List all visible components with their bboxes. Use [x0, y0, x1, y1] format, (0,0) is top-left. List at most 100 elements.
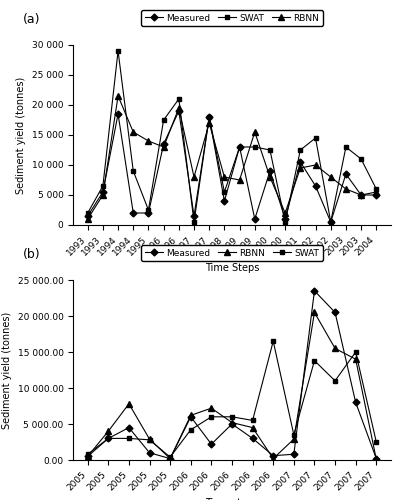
RBNN	[85, 454, 90, 460]
SWAT	[312, 358, 317, 364]
RBNN	[147, 436, 152, 442]
Measured	[222, 198, 227, 204]
SWAT	[298, 147, 303, 153]
Measured	[131, 210, 136, 216]
Measured	[267, 168, 272, 174]
RBNN	[207, 120, 212, 126]
SWAT	[176, 96, 181, 102]
SWAT	[161, 117, 166, 123]
RBNN	[298, 165, 303, 171]
Legend: Measured, RBNN, SWAT: Measured, RBNN, SWAT	[141, 245, 323, 261]
X-axis label: Time steps: Time steps	[205, 498, 259, 500]
SWAT	[192, 219, 197, 225]
RBNN	[230, 420, 234, 426]
RBNN	[209, 405, 214, 411]
SWAT	[106, 436, 111, 442]
Measured	[101, 189, 105, 195]
Text: (a): (a)	[22, 12, 40, 26]
RBNN	[250, 424, 255, 430]
SWAT	[313, 135, 318, 141]
SWAT	[374, 439, 379, 445]
RBNN	[283, 210, 288, 216]
Measured	[168, 456, 173, 462]
SWAT	[353, 349, 358, 355]
Measured	[333, 310, 337, 316]
RBNN	[85, 216, 90, 222]
Legend: Measured, SWAT, RBNN: Measured, SWAT, RBNN	[141, 10, 323, 26]
Measured	[127, 424, 131, 430]
Measured	[291, 451, 296, 457]
Measured	[207, 114, 212, 120]
Measured	[116, 111, 120, 117]
SWAT	[328, 219, 333, 225]
SWAT	[250, 418, 255, 424]
RBNN	[313, 162, 318, 168]
RBNN	[267, 174, 272, 180]
Y-axis label: Sediment yield (tonnes): Sediment yield (tonnes)	[16, 76, 26, 194]
RBNN	[131, 129, 136, 135]
RBNN	[146, 138, 151, 144]
RBNN	[374, 456, 379, 462]
Measured	[250, 436, 255, 442]
Text: (b): (b)	[22, 248, 40, 260]
RBNN	[252, 129, 257, 135]
SWAT	[131, 168, 136, 174]
RBNN	[344, 186, 348, 192]
Measured	[374, 456, 379, 462]
Measured	[237, 144, 242, 150]
RBNN	[168, 456, 173, 462]
RBNN	[312, 310, 317, 316]
Measured	[344, 171, 348, 177]
RBNN	[374, 189, 379, 195]
SWAT	[222, 189, 227, 195]
RBNN	[222, 174, 227, 180]
Measured	[374, 192, 379, 198]
Line: SWAT: SWAT	[85, 48, 379, 224]
SWAT	[85, 210, 90, 216]
RBNN	[271, 456, 276, 462]
Measured	[176, 108, 181, 114]
SWAT	[283, 219, 288, 225]
RBNN	[161, 144, 166, 150]
SWAT	[374, 186, 379, 192]
Measured	[106, 436, 111, 442]
RBNN	[176, 105, 181, 111]
SWAT	[291, 432, 296, 438]
Y-axis label: Sediment yield (tonnes): Sediment yield (tonnes)	[2, 312, 12, 428]
SWAT	[271, 338, 276, 344]
Measured	[188, 414, 193, 420]
Line: Measured: Measured	[85, 108, 379, 224]
RBNN	[353, 356, 358, 362]
RBNN	[291, 436, 296, 442]
RBNN	[328, 174, 333, 180]
Line: RBNN: RBNN	[85, 310, 379, 462]
SWAT	[252, 144, 257, 150]
X-axis label: Time Steps: Time Steps	[205, 263, 259, 273]
Measured	[328, 219, 333, 225]
RBNN	[359, 192, 363, 198]
Measured	[85, 454, 90, 460]
SWAT	[168, 454, 173, 460]
RBNN	[188, 412, 193, 418]
Line: Measured: Measured	[85, 288, 379, 461]
Measured	[283, 216, 288, 222]
Measured	[161, 141, 166, 147]
RBNN	[237, 177, 242, 183]
RBNN	[101, 192, 105, 198]
SWAT	[147, 437, 152, 443]
SWAT	[209, 414, 214, 420]
RBNN	[192, 174, 197, 180]
Measured	[353, 400, 358, 406]
Measured	[146, 210, 151, 216]
SWAT	[127, 436, 131, 442]
Measured	[312, 288, 317, 294]
SWAT	[267, 147, 272, 153]
SWAT	[207, 114, 212, 120]
Measured	[192, 213, 197, 219]
Measured	[359, 192, 363, 198]
SWAT	[344, 144, 348, 150]
SWAT	[237, 144, 242, 150]
RBNN	[106, 428, 111, 434]
Measured	[147, 450, 152, 456]
Line: RBNN: RBNN	[85, 93, 379, 222]
